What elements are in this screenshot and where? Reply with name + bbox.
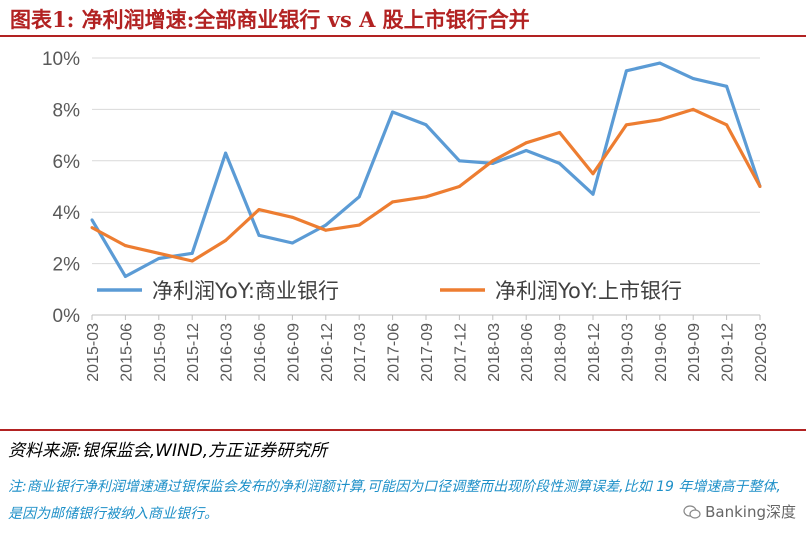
data-point xyxy=(424,195,428,199)
data-point xyxy=(558,131,562,135)
data-point xyxy=(157,251,161,255)
x-tick-label: 2017-09 xyxy=(419,323,436,382)
data-point xyxy=(725,84,729,88)
data-point xyxy=(257,208,261,212)
x-tick-label: 2019-06 xyxy=(653,323,670,382)
series-line-commercial-banks xyxy=(90,61,762,278)
x-tick-label: 2018-09 xyxy=(553,323,570,382)
data-point xyxy=(758,185,762,188)
x-tick-label: 2017-12 xyxy=(452,323,469,382)
data-point xyxy=(725,123,729,127)
watermark-label: Banking深度 xyxy=(705,503,796,521)
data-point xyxy=(424,123,428,127)
y-tick-label: 8% xyxy=(53,100,81,121)
data-point xyxy=(157,256,161,260)
data-point xyxy=(624,69,628,73)
x-tick-label: 2016-06 xyxy=(252,323,269,382)
data-point xyxy=(357,223,361,227)
y-tick-label: 10% xyxy=(42,49,80,70)
title-bar: 图表1: 净利润增速:全部商业银行 vs A 股上市银行合并 xyxy=(0,0,806,37)
x-tick-label: 2019-09 xyxy=(686,323,703,382)
y-tick-label: 2% xyxy=(53,255,81,276)
data-point xyxy=(558,161,562,165)
x-tick-label: 2016-12 xyxy=(319,323,336,382)
data-point xyxy=(658,61,662,65)
data-point xyxy=(591,192,595,196)
wechat-icon xyxy=(683,504,701,519)
y-tick-label: 0% xyxy=(53,306,81,327)
data-point xyxy=(324,228,328,232)
data-point xyxy=(190,251,194,255)
x-tick-label: 2018-12 xyxy=(586,323,603,382)
data-point xyxy=(691,77,695,81)
data-point xyxy=(257,233,261,237)
y-tick-label: 4% xyxy=(53,203,81,224)
data-point xyxy=(391,200,395,204)
title-divider xyxy=(0,35,806,37)
data-point xyxy=(123,274,127,278)
data-point xyxy=(457,159,461,163)
x-tick-label: 2018-06 xyxy=(519,323,536,382)
x-tick-label: 2016-09 xyxy=(285,323,302,382)
legend-label: 净利润YoY:上市银行 xyxy=(495,279,682,303)
x-tick-label: 2015-12 xyxy=(185,323,202,382)
x-tick-label: 2015-09 xyxy=(152,323,169,382)
data-point xyxy=(224,151,228,155)
data-point xyxy=(491,159,495,163)
data-point xyxy=(391,110,395,114)
x-tick-label: 2018-03 xyxy=(486,323,503,382)
data-point xyxy=(457,185,461,188)
data-point xyxy=(524,141,528,145)
source-text: 资料来源:银保监会,WIND,方正证券研究所 xyxy=(8,441,328,461)
x-tick-label: 2016-03 xyxy=(219,323,236,382)
x-tick-label: 2019-12 xyxy=(720,323,737,382)
x-tick-label: 2017-06 xyxy=(386,323,403,382)
x-tick-label: 2019-03 xyxy=(619,323,636,382)
data-point xyxy=(658,118,662,122)
data-point xyxy=(123,244,127,248)
data-point xyxy=(90,226,94,230)
data-point xyxy=(290,215,294,219)
data-point xyxy=(190,259,194,263)
series-line-listed-banks xyxy=(91,107,762,263)
source-divider xyxy=(0,429,806,431)
legend-label: 净利润YoY:商业银行 xyxy=(152,279,339,303)
figure-title: 图表1: 净利润增速:全部商业银行 vs A 股上市银行合并 xyxy=(10,7,530,32)
x-tick-label: 2017-03 xyxy=(352,323,369,382)
watermark: Banking深度 xyxy=(683,501,796,522)
data-point xyxy=(324,223,328,227)
note-text: 注:商业银行净利润增速通过银保监会发布的净利润额计算,可能因为口径调整而出现阶段… xyxy=(8,479,781,522)
data-point xyxy=(90,218,94,222)
data-point xyxy=(591,172,595,176)
x-tick-label: 2015-06 xyxy=(118,323,135,382)
data-point xyxy=(691,107,695,111)
x-tick-label: 2015-03 xyxy=(85,323,102,382)
data-point xyxy=(624,123,628,127)
data-point xyxy=(224,238,228,242)
x-tick-label: 2020-03 xyxy=(753,323,770,382)
data-point xyxy=(290,241,294,245)
line-chart: 0% 2% 4% 6% 8% 10% 2015-03 2015-06 2015-09 2015-1… xyxy=(42,49,770,382)
data-point xyxy=(357,195,361,199)
y-tick-label: 6% xyxy=(53,152,81,173)
data-point xyxy=(524,149,528,153)
